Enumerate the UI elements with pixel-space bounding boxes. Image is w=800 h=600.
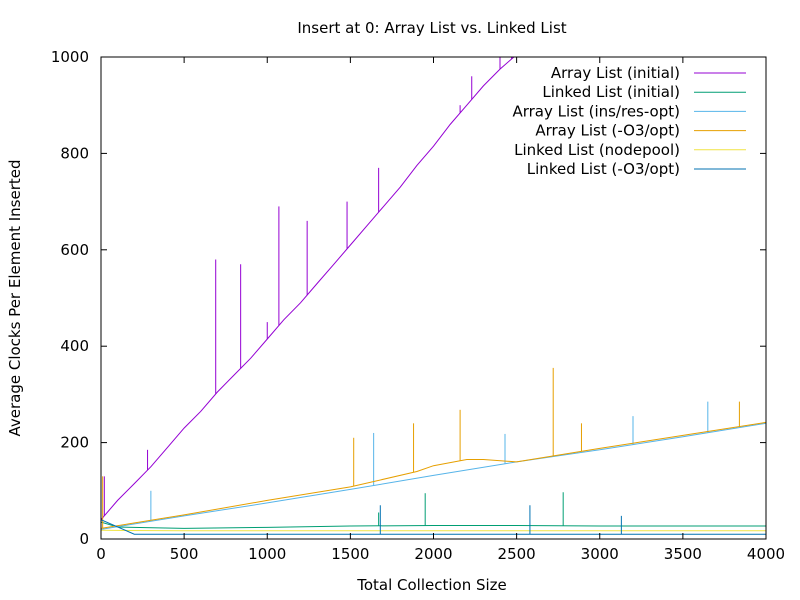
y-tick-label: 0	[79, 530, 89, 548]
x-axis: 0 500 1000 1500 2000 2500 3000 3500 4000	[96, 57, 785, 563]
y-tick-label: 600	[60, 241, 89, 259]
y-axis: 0 200 400 600 800 1000	[51, 48, 766, 548]
series-layer	[101, 57, 766, 535]
x-tick-label: 2000	[414, 545, 452, 563]
y-axis-label: Average Clocks Per Element Inserted	[6, 159, 24, 436]
series-line	[101, 422, 766, 530]
series-line	[101, 519, 766, 535]
x-tick-label: 3000	[581, 545, 619, 563]
x-tick-label: 1000	[248, 545, 286, 563]
series-5	[101, 505, 766, 535]
series-0	[101, 57, 515, 521]
y-tick-label: 400	[60, 337, 89, 355]
legend-label: Linked List (nodepool)	[514, 141, 680, 159]
series-line	[101, 521, 766, 529]
x-tick-label: 3500	[664, 545, 702, 563]
y-tick-label: 200	[60, 434, 89, 452]
series-2	[101, 401, 766, 530]
x-tick-label: 2500	[498, 545, 536, 563]
series-3	[101, 367, 766, 529]
y-tick-label: 800	[60, 144, 89, 162]
chart-title: Insert at 0: Array List vs. Linked List	[297, 19, 566, 37]
legend: Array List (initial)Linked List (initial…	[512, 64, 746, 178]
legend-label: Array List (-O3/opt)	[535, 122, 680, 140]
series-line	[101, 421, 766, 529]
legend-label: Array List (ins/res-opt)	[512, 102, 680, 120]
x-axis-label: Total Collection Size	[356, 576, 507, 594]
series-1	[101, 492, 766, 529]
x-tick-label: 4000	[747, 545, 785, 563]
x-tick-label: 500	[170, 545, 199, 563]
series-line	[101, 529, 766, 532]
x-tick-label: 1500	[331, 545, 369, 563]
legend-label: Linked List (-O3/opt)	[527, 160, 680, 178]
legend-label: Array List (initial)	[551, 64, 680, 82]
series-line	[101, 57, 515, 521]
x-tick-label: 0	[96, 545, 106, 563]
legend-label: Linked List (initial)	[542, 83, 680, 101]
y-tick-label: 1000	[51, 48, 89, 66]
series-4	[101, 529, 766, 532]
